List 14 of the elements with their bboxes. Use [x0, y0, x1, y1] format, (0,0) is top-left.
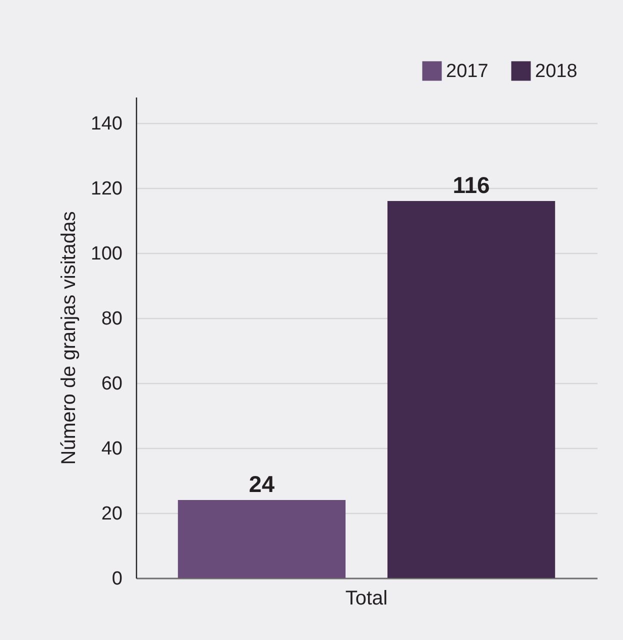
data-label: 116	[452, 172, 490, 198]
y-axis-title: Número de granjas visitadas	[58, 211, 80, 465]
data-label: 24	[248, 471, 275, 497]
y-tick-label: 20	[101, 504, 122, 524]
y-tick-label: 140	[90, 114, 122, 134]
legend-label: 2017	[446, 61, 488, 82]
x-tick-label: Total	[345, 588, 388, 610]
legend-label: 2018	[535, 61, 578, 82]
y-tick-label: 0	[112, 568, 122, 590]
y-tick-label: 100	[90, 244, 122, 264]
y-tick-label: 120	[90, 178, 122, 200]
y-tick-label: 60	[101, 374, 122, 394]
y-tick-label: 80	[101, 308, 122, 330]
y-tick-label: 40	[101, 438, 122, 460]
